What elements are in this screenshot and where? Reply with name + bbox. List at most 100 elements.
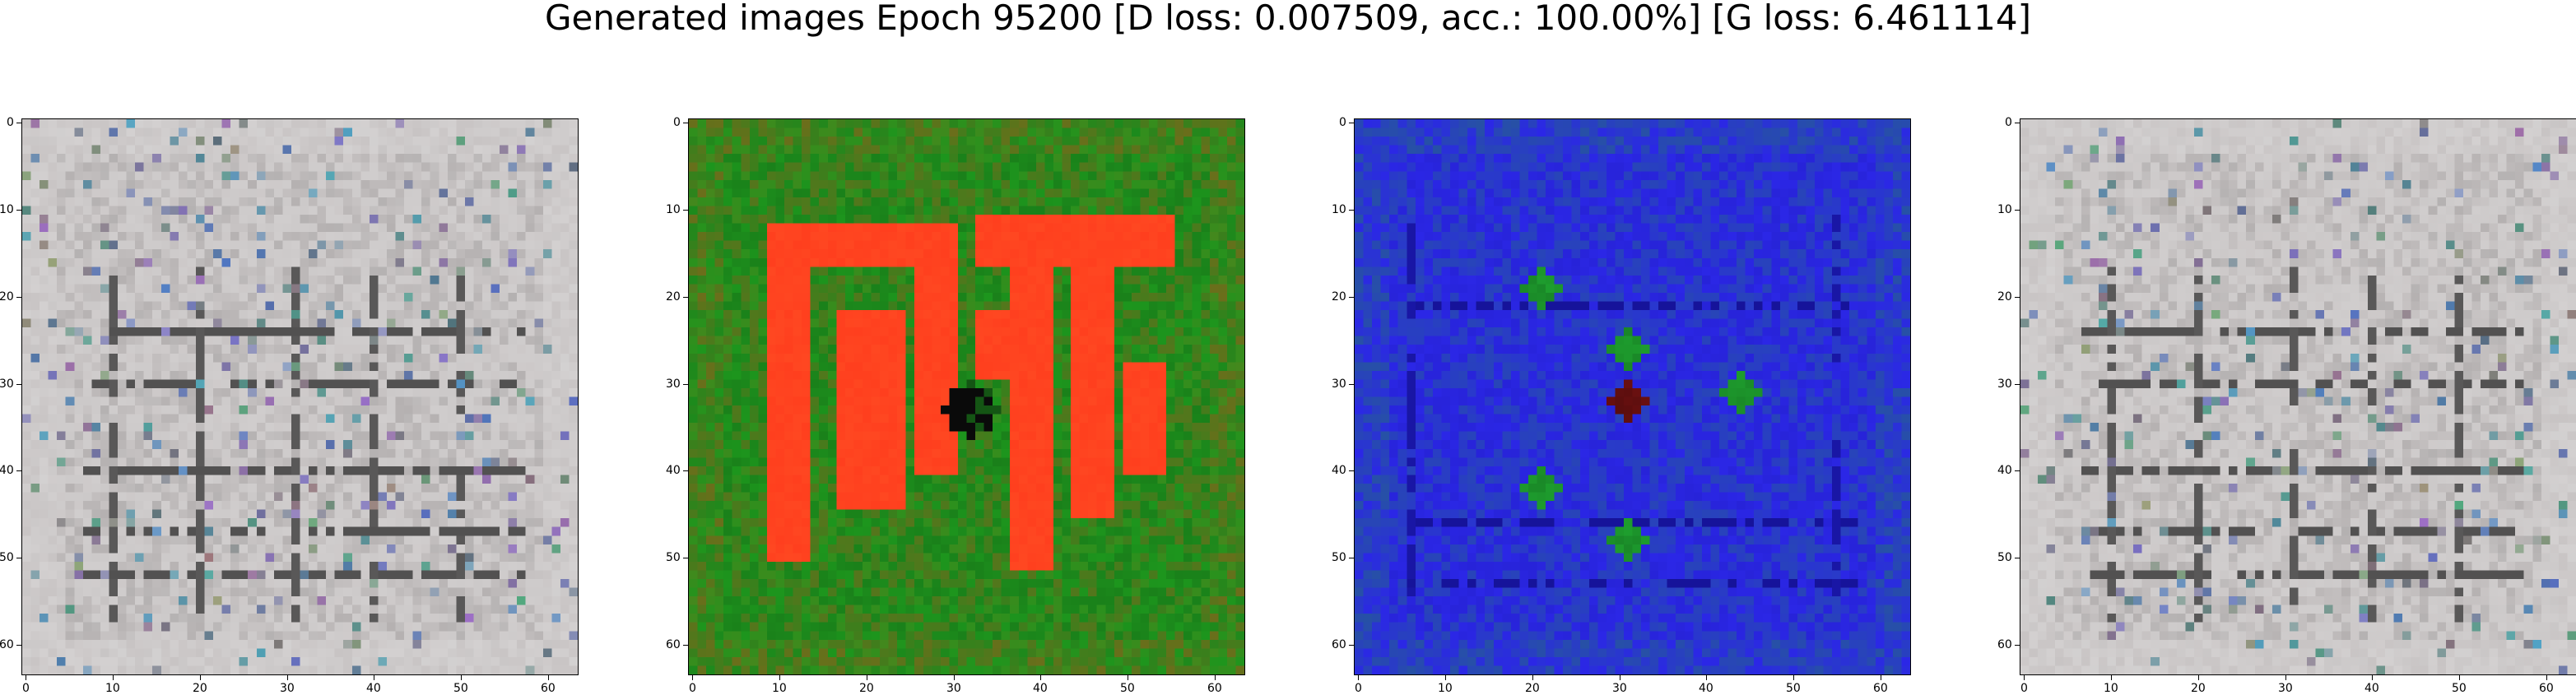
y-tick-mark [683,470,688,471]
x-tick-label: 50 [453,682,468,695]
x-tick-mark [2546,675,2547,680]
x-tick-mark [1040,675,1041,680]
y-tick-label: 0 [2005,116,2012,129]
y-tick-mark [16,297,21,298]
generated-image-2 [688,118,1245,675]
y-tick-mark [2015,297,2020,298]
x-tick-label: 0 [22,682,30,695]
x-tick-label: 60 [541,682,556,695]
generated-image-1 [21,118,579,675]
x-tick-mark [1706,675,1707,680]
x-tick-mark [2372,675,2373,680]
x-tick-mark [1793,675,1794,680]
x-tick-mark [2024,675,2025,680]
x-tick-label: 60 [1207,682,1222,695]
generated-image-2-pixels [689,119,1244,674]
x-tick-mark [2459,675,2460,680]
y-tick-label: 0 [1339,116,1346,129]
y-tick-label: 60 [0,638,14,651]
y-tick-label: 20 [1332,290,1346,303]
y-tick-label: 30 [666,378,681,391]
x-tick-mark [1215,675,1216,680]
y-tick-label: 50 [1332,551,1346,564]
x-tick-label: 10 [2104,682,2118,695]
y-tick-label: 50 [666,551,681,564]
x-tick-label: 20 [859,682,874,695]
x-tick-label: 40 [2364,682,2379,695]
x-tick-mark [1532,675,1533,680]
y-tick-label: 10 [1332,203,1346,216]
x-tick-mark [548,675,549,680]
y-tick-mark [683,384,688,385]
x-tick-label: 40 [366,682,381,695]
y-tick-label: 10 [1997,203,2012,216]
y-tick-label: 50 [1997,551,2012,564]
y-tick-mark [16,210,21,211]
y-tick-label: 30 [1997,378,2012,391]
x-tick-mark [287,675,288,680]
y-tick-label: 40 [1997,464,2012,477]
x-tick-label: 20 [193,682,207,695]
x-tick-mark [461,675,462,680]
x-tick-label: 0 [2020,682,2028,695]
y-tick-mark [683,645,688,646]
x-tick-mark [200,675,201,680]
x-tick-label: 20 [1525,682,1540,695]
y-tick-label: 20 [666,290,681,303]
y-tick-mark [16,645,21,646]
generated-image-4 [2020,118,2576,675]
y-tick-mark [1349,297,1354,298]
y-tick-label: 20 [0,290,14,303]
y-tick-mark [2015,384,2020,385]
y-tick-label: 30 [1332,378,1346,391]
y-tick-label: 40 [666,464,681,477]
x-tick-label: 10 [1438,682,1453,695]
x-tick-label: 10 [772,682,787,695]
y-tick-label: 40 [1332,464,1346,477]
y-tick-mark [683,210,688,211]
x-tick-label: 30 [2278,682,2293,695]
y-tick-label: 40 [0,464,14,477]
x-tick-mark [692,675,693,680]
x-tick-label: 20 [2191,682,2206,695]
generated-image-3 [1354,118,1911,675]
x-tick-label: 50 [1120,682,1135,695]
y-tick-label: 60 [1997,638,2012,651]
x-tick-mark [113,675,114,680]
generated-image-4-pixels [2020,119,2576,674]
y-tick-mark [1349,645,1354,646]
y-tick-mark [683,297,688,298]
x-tick-label: 40 [1033,682,1048,695]
y-tick-label: 60 [666,638,681,651]
x-tick-label: 0 [689,682,696,695]
x-tick-mark [1445,675,1446,680]
y-tick-label: 60 [1332,638,1346,651]
y-tick-mark [2015,645,2020,646]
x-tick-mark [2285,675,2286,680]
x-tick-label: 30 [946,682,961,695]
x-tick-label: 60 [1873,682,1888,695]
y-tick-label: 10 [0,203,14,216]
x-tick-mark [2198,675,2199,680]
x-tick-label: 60 [2539,682,2554,695]
y-tick-label: 30 [0,378,14,391]
x-tick-label: 50 [1786,682,1801,695]
y-tick-label: 0 [7,116,14,129]
x-tick-label: 40 [1699,682,1713,695]
x-tick-label: 30 [280,682,295,695]
y-tick-label: 0 [673,116,681,129]
y-tick-mark [16,470,21,471]
generated-image-3-pixels [1355,119,1910,674]
y-tick-mark [1349,210,1354,211]
y-tick-mark [1349,384,1354,385]
generated-image-1-pixels [22,119,578,674]
y-tick-mark [2015,470,2020,471]
y-tick-label: 20 [1997,290,2012,303]
y-tick-label: 10 [666,203,681,216]
y-tick-label: 50 [0,551,14,564]
x-tick-mark [1358,675,1359,680]
x-tick-label: 50 [2452,682,2467,695]
x-tick-label: 0 [1355,682,1362,695]
y-tick-mark [1349,470,1354,471]
x-tick-mark [954,675,955,680]
